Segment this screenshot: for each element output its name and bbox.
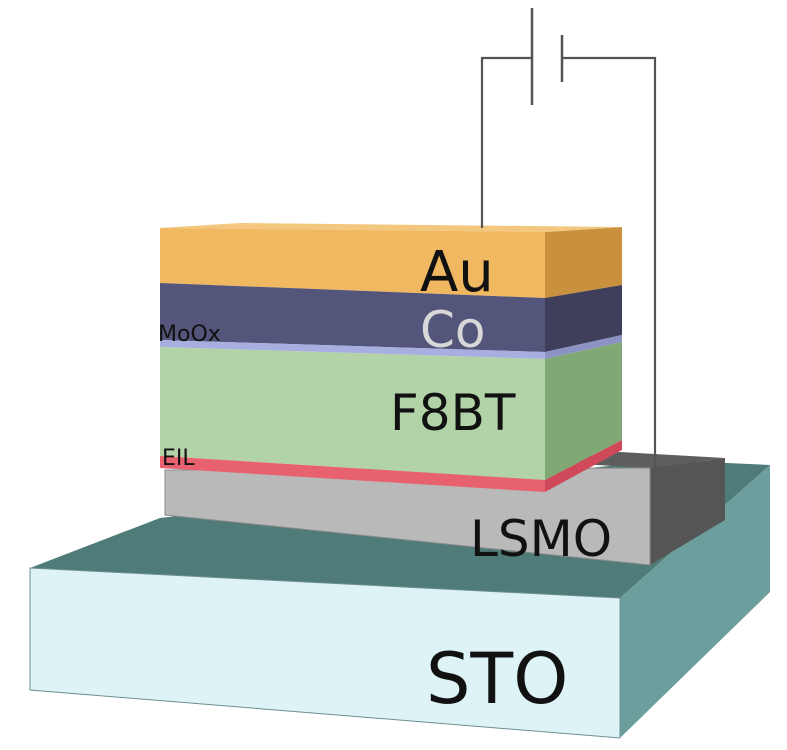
co-right-face xyxy=(545,285,622,352)
co-front-face xyxy=(160,283,545,352)
sto-front-face xyxy=(29,567,621,739)
eil-label: EIL xyxy=(162,446,195,471)
f8bt-right-face xyxy=(545,342,622,480)
lsmo-label: LSMO xyxy=(470,510,612,568)
wire-left xyxy=(480,56,532,228)
lsmo-right-face xyxy=(650,458,725,565)
mooxl-front-face xyxy=(160,340,545,359)
wire-right xyxy=(562,56,657,490)
device-stack: Au Co MoOx F8BT EIL xyxy=(158,223,622,492)
sto-label: STO xyxy=(426,638,568,720)
eil-front-face xyxy=(160,456,545,492)
au-right-face xyxy=(545,227,622,298)
au-label: Au xyxy=(420,240,494,305)
mooxl-label: MoOx xyxy=(158,322,221,347)
f8bt-label: F8BT xyxy=(390,384,516,442)
au-top-face xyxy=(160,223,622,232)
sto-right-face xyxy=(620,465,770,738)
f8bt-front-face xyxy=(160,347,545,480)
co-label: Co xyxy=(420,301,486,359)
circuit xyxy=(480,8,657,490)
mooxl-right-face xyxy=(545,335,622,359)
eil-right-face xyxy=(545,440,622,492)
battery-icon xyxy=(530,8,564,105)
au-front-face xyxy=(160,228,545,298)
